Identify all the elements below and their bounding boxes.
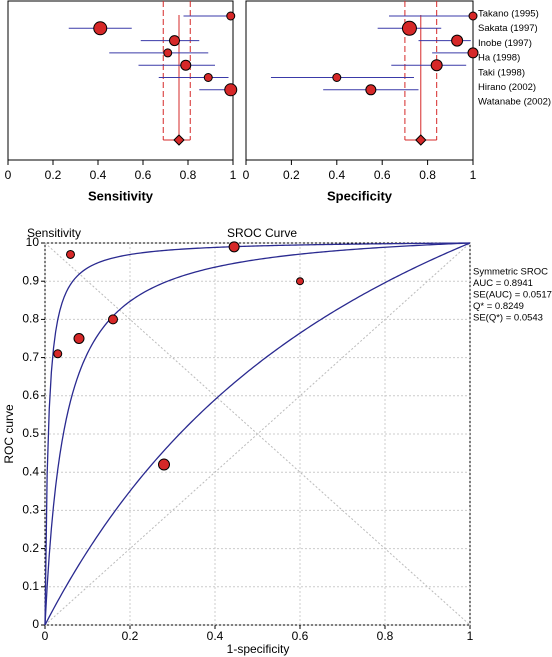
pooled-diamond <box>173 134 185 146</box>
annotation: SE(AUC) = 0.0517 <box>473 290 552 301</box>
study-label: Takano (1995) <box>478 9 539 20</box>
study-label: Hirano (2002) <box>478 82 536 93</box>
study-point <box>73 333 85 344</box>
x-tick-label: 0 <box>42 629 49 643</box>
x-tick-label: 0 <box>243 168 250 182</box>
y-tick-label: 0.2 <box>22 541 39 555</box>
x-axis-label: 1-specificity <box>227 642 290 656</box>
study-label: Taki (1998) <box>478 67 525 78</box>
x-tick-label: 0 <box>5 168 12 182</box>
y-tick-label: 0.1 <box>22 579 39 593</box>
annotation: SE(Q*) = 0.0543 <box>473 313 543 324</box>
study-point <box>296 277 304 286</box>
plot-frame <box>245 0 474 161</box>
x-axis-label: Specificity <box>327 188 393 203</box>
y-tick-label: 10 <box>26 235 40 249</box>
study-label: Sakata (1997) <box>478 23 538 34</box>
study-point <box>226 11 236 21</box>
x-axis-label: Sensitivity <box>88 188 154 203</box>
study-label: Ha (1998) <box>478 53 520 64</box>
study-point <box>365 84 377 96</box>
study-point <box>228 241 240 253</box>
y-tick-label: 0.8 <box>22 312 39 326</box>
study-point <box>451 34 464 47</box>
x-tick-label: 0.4 <box>207 629 224 643</box>
study-point <box>401 20 417 36</box>
pooled-diamond <box>415 134 427 146</box>
study-point <box>203 73 213 82</box>
annotation: AUC = 0.8941 <box>473 278 533 289</box>
study-point <box>332 73 342 82</box>
diagonal <box>44 242 471 626</box>
y-tick-label: 0.9 <box>22 273 39 287</box>
y-tick-label: 0.3 <box>22 503 39 517</box>
x-tick-label: 0.8 <box>377 629 394 643</box>
study-point <box>93 21 108 36</box>
study-point <box>108 314 118 325</box>
x-tick-label: 0.2 <box>45 168 62 182</box>
study-point <box>468 11 478 21</box>
x-tick-label: 0.8 <box>419 168 436 182</box>
x-tick-label: 0.4 <box>90 168 107 182</box>
study-label: Inobe (1997) <box>478 38 532 49</box>
study-point <box>53 349 63 359</box>
y-axis-label: ROC curve <box>2 404 16 464</box>
study-point <box>224 83 238 97</box>
study-point <box>467 47 479 59</box>
x-tick-label: 1 <box>470 168 477 182</box>
x-tick-label: 0.2 <box>122 629 139 643</box>
x-tick-label: 0.4 <box>328 168 345 182</box>
sroc-curve <box>44 242 471 626</box>
x-tick-label: 0.8 <box>180 168 197 182</box>
x-tick-label: 0.6 <box>292 629 309 643</box>
x-tick-label: 0.6 <box>135 168 152 182</box>
study-point <box>163 48 173 58</box>
study-point <box>66 249 75 259</box>
sroc-curve <box>44 242 471 626</box>
x-tick-label: 1 <box>467 629 474 643</box>
study-point <box>158 458 170 471</box>
y-tick-label: 0.6 <box>22 388 39 402</box>
sroc-curve <box>44 242 471 626</box>
x-tick-label: 1 <box>230 168 237 182</box>
y-tick-label: 0.7 <box>22 350 39 364</box>
y-tick-label: 0.4 <box>22 464 39 478</box>
y-tick-label: 0 <box>32 617 39 631</box>
study-point <box>180 59 192 71</box>
annotation: Symmetric SROC <box>473 267 548 278</box>
study-point <box>169 35 180 47</box>
x-tick-label: 0.2 <box>283 168 300 182</box>
study-label: Watanabe (2002) <box>478 97 551 108</box>
x-tick-label: 0.6 <box>374 168 391 182</box>
corner-label: Sensitivity <box>27 226 81 240</box>
chart-title: SROC Curve <box>227 226 297 240</box>
annotation: Q* = 0.8249 <box>473 301 524 312</box>
study-point <box>430 59 443 72</box>
y-tick-label: 0.5 <box>22 426 39 440</box>
plot-frame <box>7 0 234 161</box>
